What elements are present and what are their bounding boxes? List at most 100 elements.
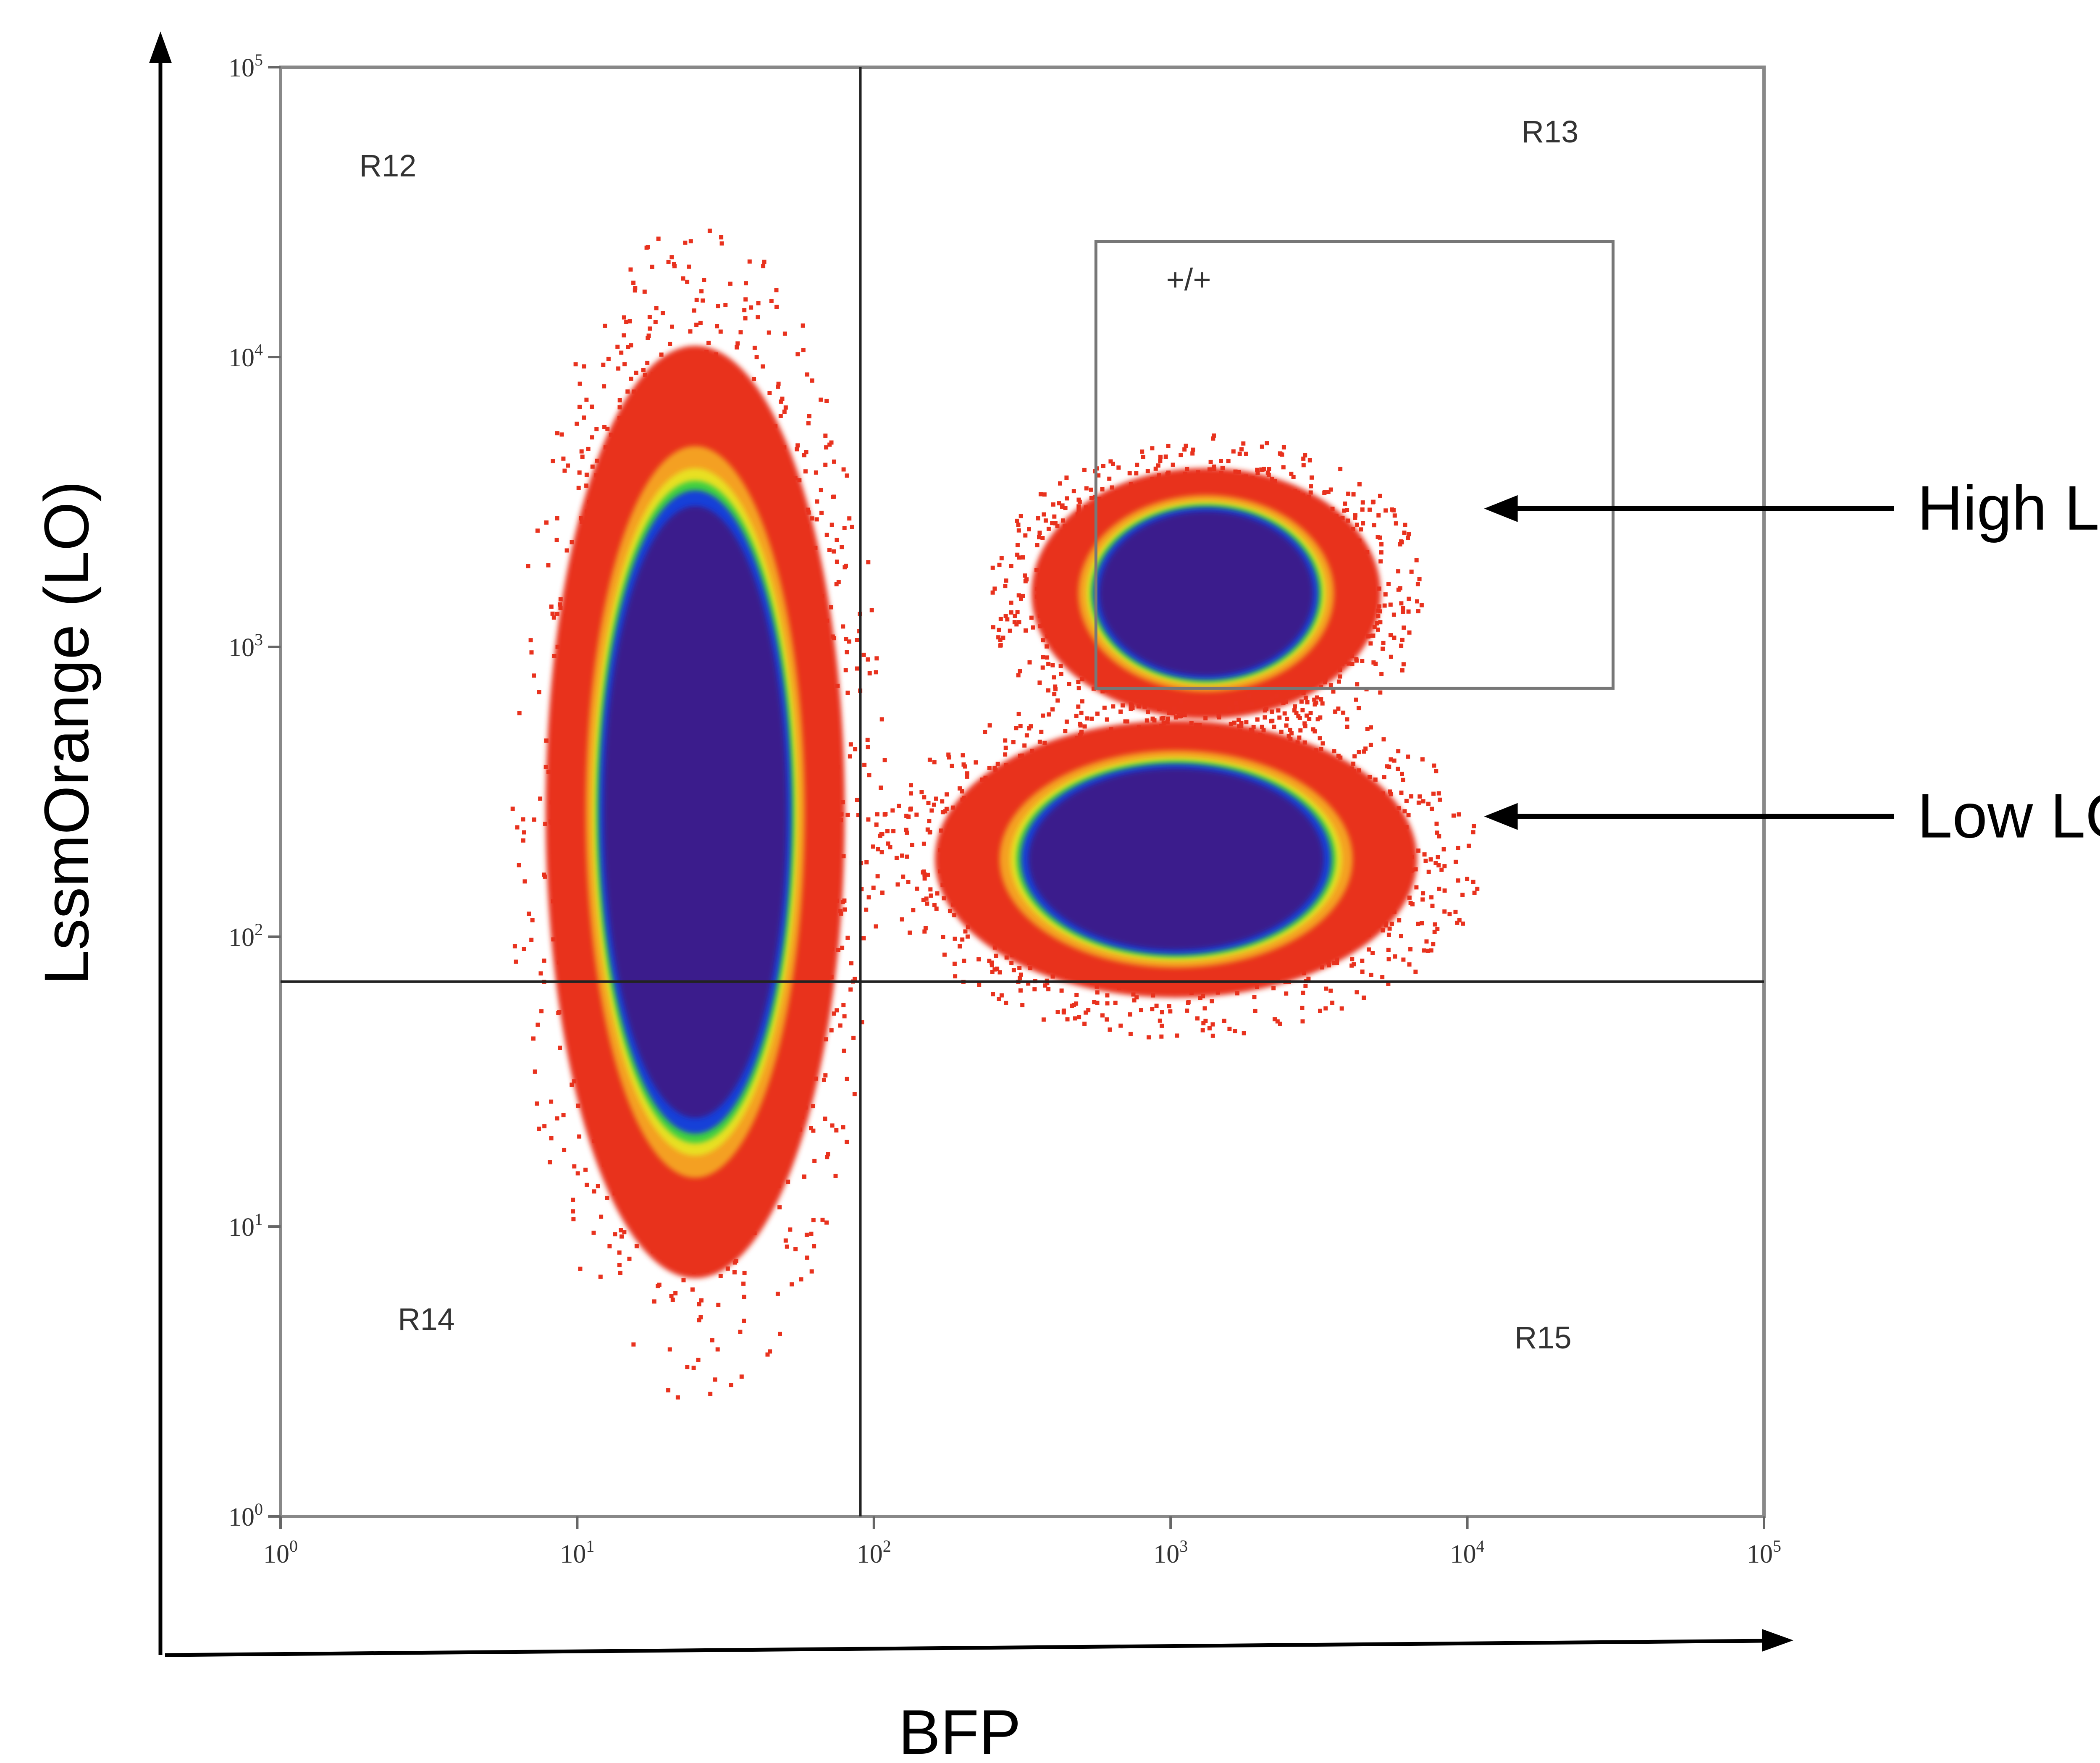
population-1-dot bbox=[698, 321, 703, 325]
population-2-dot bbox=[1389, 633, 1393, 638]
population-2-dot bbox=[1163, 455, 1168, 459]
population-1-dot bbox=[561, 1113, 566, 1117]
population-3-dot bbox=[1045, 981, 1050, 985]
population-2-dot bbox=[990, 590, 995, 595]
population-3-dot bbox=[1475, 886, 1480, 891]
population-3-dot bbox=[929, 893, 933, 898]
annotation-label-2: Low LO bbox=[1917, 780, 2100, 851]
population-3-dot bbox=[1389, 792, 1393, 796]
population-1-dot bbox=[716, 1303, 721, 1307]
population-1-dot bbox=[848, 754, 852, 759]
population-1-dot bbox=[530, 918, 535, 922]
population-3-dot bbox=[914, 812, 919, 817]
population-1-dot bbox=[694, 323, 699, 327]
population-3-dot bbox=[1026, 981, 1031, 986]
population-2-dot bbox=[1303, 724, 1307, 728]
population-2-dot bbox=[1300, 708, 1305, 712]
population-2-dot bbox=[1303, 453, 1307, 457]
population-1-dot bbox=[756, 315, 760, 320]
population-1-dot bbox=[874, 670, 878, 675]
population-2-dot bbox=[1301, 456, 1306, 461]
population-2-dot bbox=[1135, 462, 1139, 467]
population-3-dot bbox=[1284, 991, 1289, 996]
population-2-dot bbox=[991, 625, 995, 630]
population-3-dot bbox=[1362, 749, 1366, 754]
population-3-dot bbox=[1428, 857, 1433, 862]
population-1-dot bbox=[861, 936, 866, 941]
population-2-dot bbox=[1267, 467, 1271, 471]
population-1-dot bbox=[809, 1269, 814, 1274]
population-2-dot bbox=[1379, 550, 1383, 555]
population-1-dot bbox=[564, 548, 569, 553]
population-2-dot bbox=[1399, 601, 1404, 606]
population-2-dot bbox=[1328, 487, 1333, 492]
population-3-dot bbox=[1472, 891, 1477, 895]
population-2-dot bbox=[1370, 633, 1375, 638]
population-3-dot bbox=[1285, 717, 1289, 721]
population-1-dot bbox=[626, 345, 630, 349]
population-3-dot bbox=[1413, 970, 1418, 974]
population-1-dot bbox=[768, 1349, 772, 1354]
population-3-dot bbox=[1441, 847, 1446, 851]
population-2-dot bbox=[1212, 433, 1216, 438]
population-2-dot bbox=[1399, 644, 1404, 648]
population-1-dot bbox=[802, 453, 806, 457]
population-2-dot bbox=[1208, 460, 1213, 464]
population-1-dot bbox=[804, 1232, 809, 1237]
population-3-dot bbox=[1113, 1001, 1118, 1005]
population-3-dot bbox=[997, 997, 1001, 1001]
population-3-dot bbox=[1293, 704, 1297, 709]
population-2-dot bbox=[1255, 470, 1260, 475]
population-2-dot bbox=[1376, 627, 1380, 632]
population-3-dot bbox=[1273, 1017, 1277, 1022]
population-3-dot bbox=[1416, 848, 1421, 853]
population-3-dot bbox=[965, 934, 970, 939]
population-3-dot bbox=[1159, 1034, 1164, 1039]
x-axis-title: BFP bbox=[898, 1697, 1021, 1763]
population-1-dot bbox=[823, 462, 828, 467]
population-2-dot bbox=[1336, 706, 1341, 711]
population-1-dot bbox=[558, 597, 563, 602]
population-3-dot bbox=[1472, 824, 1476, 828]
population-1-dot bbox=[602, 384, 606, 389]
population-2-dot bbox=[1378, 690, 1383, 695]
population-3-dot bbox=[934, 796, 938, 801]
y-tick-label: 102 bbox=[228, 920, 263, 952]
population-2-dot bbox=[1071, 489, 1076, 494]
population-1-dot bbox=[845, 812, 850, 817]
population-1-dot bbox=[549, 1136, 554, 1140]
population-3-dot bbox=[1332, 749, 1336, 754]
population-1-dot bbox=[685, 279, 690, 284]
population-3-dot bbox=[924, 896, 929, 901]
population-1-dot bbox=[669, 1294, 674, 1298]
population-2-dot bbox=[1037, 531, 1042, 535]
population-2-dot bbox=[1045, 644, 1049, 649]
population-2-dot bbox=[1146, 709, 1150, 714]
population-1-dot bbox=[527, 912, 531, 916]
population-1-dot bbox=[825, 1155, 830, 1159]
population-1-dot bbox=[836, 948, 840, 952]
population-1-dot bbox=[782, 331, 787, 336]
population-1-dot bbox=[619, 350, 624, 355]
population-3-dot bbox=[1380, 975, 1385, 980]
population-3-dot bbox=[1201, 1021, 1206, 1025]
population-2-dot bbox=[1407, 532, 1411, 536]
population-3-dot bbox=[1160, 1023, 1164, 1028]
population-2-dot bbox=[1036, 516, 1040, 520]
population-3-dot bbox=[1389, 757, 1393, 762]
population-3-dot bbox=[1453, 909, 1458, 914]
population-3-dot bbox=[1136, 699, 1140, 703]
x-tick-label: 104 bbox=[1450, 1537, 1485, 1569]
population-2-dot bbox=[1050, 521, 1055, 525]
population-2-dot bbox=[1394, 521, 1398, 526]
population-1-dot bbox=[669, 255, 674, 260]
population-1-dot bbox=[546, 563, 551, 568]
population-3-dot bbox=[897, 804, 901, 808]
population-3-dot bbox=[1311, 727, 1315, 732]
population-2-dot bbox=[1360, 500, 1365, 505]
population-3-dot bbox=[1407, 895, 1412, 900]
population-1-dot bbox=[532, 817, 536, 822]
population-1-dot bbox=[734, 1259, 738, 1263]
population-3-dot bbox=[1037, 739, 1042, 744]
population-3-dot bbox=[1242, 1031, 1246, 1035]
